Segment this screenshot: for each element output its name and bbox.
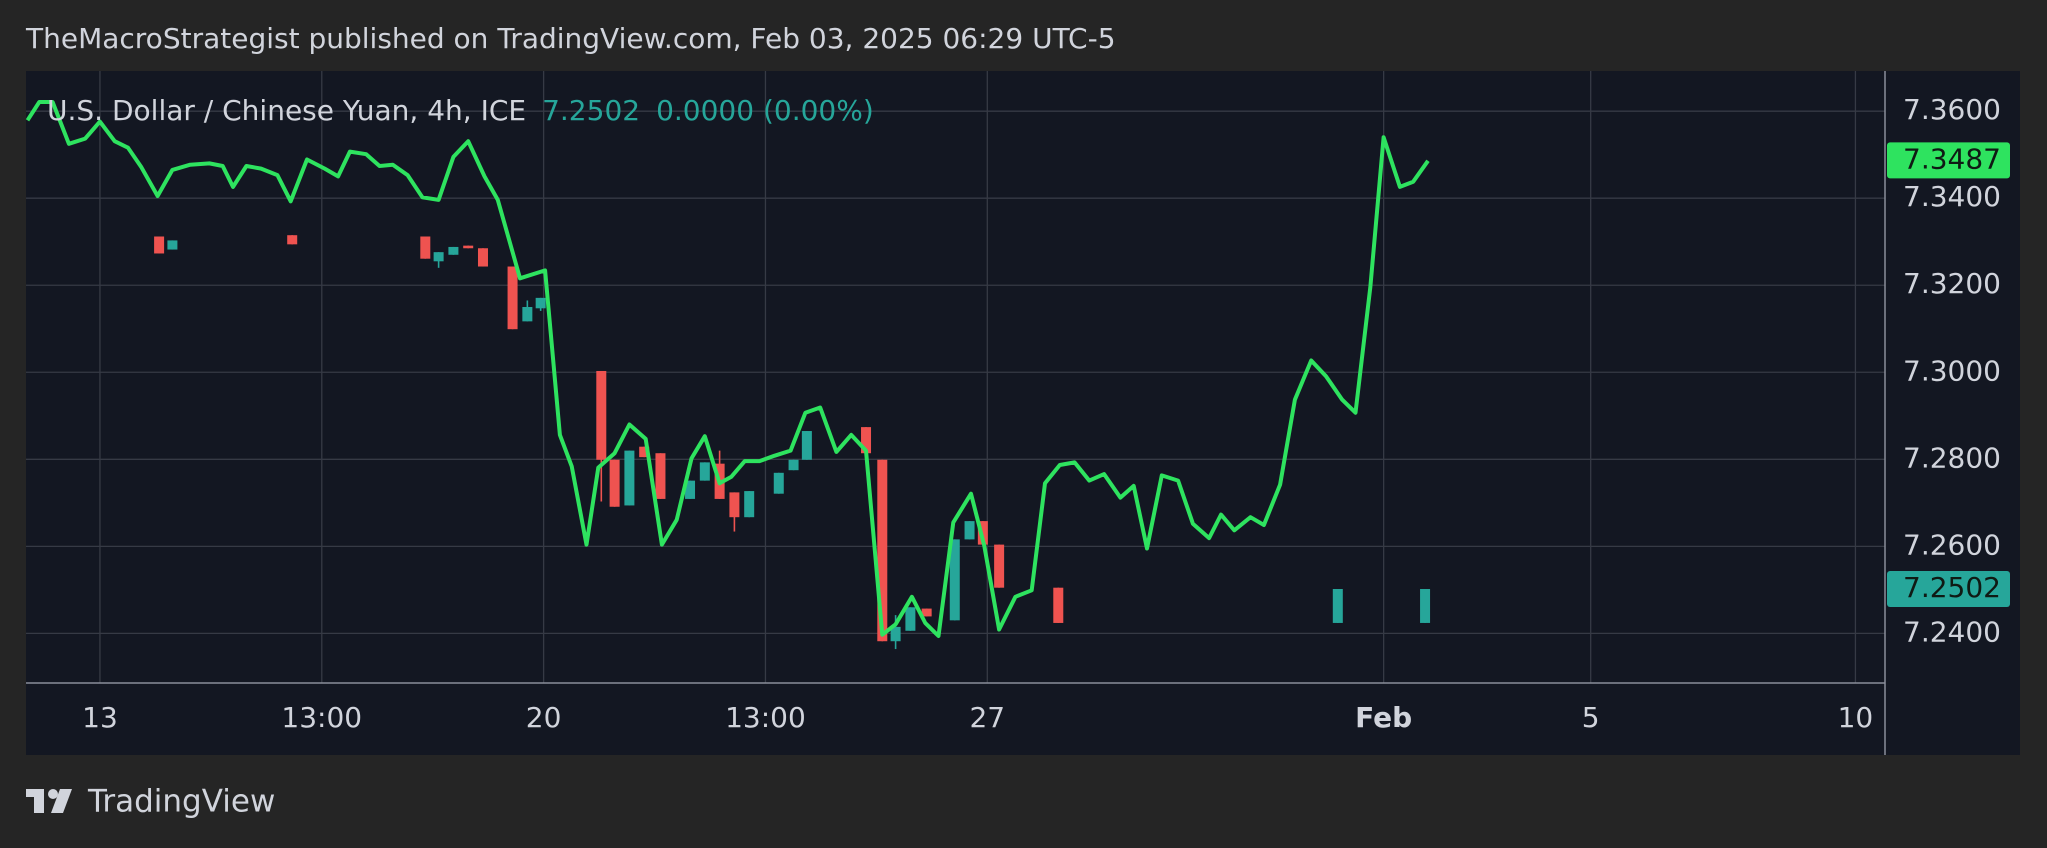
- candle-body: [639, 446, 650, 458]
- candle-body: [801, 431, 812, 460]
- candle-body: [729, 492, 740, 518]
- candle-body: [1053, 587, 1064, 623]
- x-tick-label: 27: [969, 701, 1005, 734]
- candle-body: [788, 459, 799, 471]
- candle-body: [921, 608, 932, 617]
- candle-body: [433, 252, 444, 262]
- last-value-box: [1887, 142, 2010, 179]
- legend-change: 0.0000 (0.00%): [656, 94, 874, 127]
- candle-body: [167, 240, 178, 250]
- legend: U.S. Dollar / Chinese Yuan, 4h, ICE 7.250…: [47, 94, 874, 127]
- chart-area: [26, 71, 2020, 755]
- legend-symbol: U.S. Dollar / Chinese Yuan, 4h, ICE: [47, 94, 526, 127]
- publisher-note: TheMacroStrategist published on TradingV…: [25, 22, 1116, 55]
- candle-body: [522, 307, 533, 322]
- candle-body: [596, 370, 607, 460]
- candle-body: [744, 491, 755, 518]
- candle-body: [287, 235, 298, 245]
- brand: TradingView: [87, 784, 275, 820]
- last-value-label: 7.3487: [1903, 142, 2001, 175]
- candle-body: [624, 450, 635, 506]
- x-tick-label: 5: [1582, 701, 1600, 734]
- price-line: [25, 100, 1430, 638]
- x-tick-label: 10: [1838, 701, 1874, 734]
- y-tick-label: 7.3600: [1903, 93, 2001, 126]
- candle-body: [154, 236, 165, 254]
- x-tick-label: 13:00: [725, 701, 806, 734]
- y-tick-label: 7.3000: [1903, 354, 2001, 387]
- candle-body: [994, 544, 1005, 588]
- candle-body: [535, 297, 546, 309]
- candle-body: [905, 607, 916, 631]
- y-tick-label: 7.3400: [1903, 180, 2001, 213]
- last-value-box: [1887, 571, 2010, 607]
- y-tick-label: 7.2600: [1903, 528, 2001, 561]
- candle-body: [773, 472, 784, 494]
- candle-body: [877, 459, 888, 642]
- y-tick-label: 7.3200: [1903, 267, 2001, 300]
- candle-body: [685, 480, 696, 499]
- tradingview-logo: [26, 789, 72, 813]
- candle-body: [655, 453, 666, 499]
- legend-price: 7.2502: [542, 94, 640, 127]
- candle-body: [890, 626, 901, 642]
- candle-body: [861, 427, 872, 454]
- candle-body: [964, 521, 975, 540]
- candle-body: [420, 236, 431, 259]
- candle-body: [1332, 589, 1343, 623]
- y-tick-label: 7.2800: [1903, 441, 2001, 474]
- x-tick-label: Feb: [1355, 701, 1412, 734]
- candle-body: [1420, 589, 1431, 623]
- candle-body: [609, 459, 620, 507]
- candle-body: [477, 248, 488, 267]
- candle-body: [463, 245, 474, 249]
- candle-body: [507, 266, 518, 330]
- x-tick-label: 20: [526, 701, 562, 734]
- x-tick-label: 13:00: [281, 701, 362, 734]
- candle-body: [699, 462, 710, 481]
- y-tick-label: 7.2400: [1903, 615, 2001, 648]
- last-value-label: 7.2502: [1903, 571, 2001, 604]
- candle-body: [448, 246, 459, 255]
- candle-body: [949, 539, 960, 621]
- x-tick-label: 13: [82, 701, 118, 734]
